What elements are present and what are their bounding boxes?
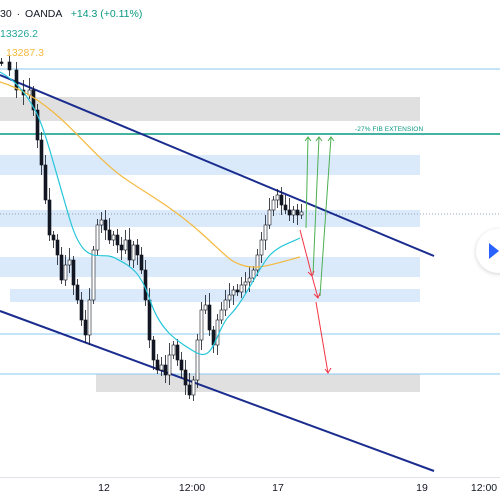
candle-body <box>14 69 19 91</box>
candle-body <box>171 344 176 356</box>
candle-body <box>39 139 44 166</box>
candle-body <box>227 294 232 301</box>
candle-body <box>235 289 240 293</box>
candle-body <box>155 359 160 371</box>
blue-zone-3 <box>0 257 420 277</box>
candle-body <box>279 194 284 206</box>
candle-body <box>59 254 64 281</box>
candle-body <box>135 244 140 256</box>
candle-body <box>287 209 292 216</box>
candle-body <box>275 194 280 201</box>
candle-body <box>71 259 76 286</box>
candle-body <box>51 234 56 241</box>
symbol-fragment: 30 <box>0 8 12 20</box>
candle-body <box>159 364 164 371</box>
candle-body <box>283 204 288 211</box>
arrow-down-group <box>299 229 332 374</box>
blue-zone-4 <box>10 289 420 302</box>
candle-body <box>195 339 200 381</box>
candle-body <box>119 244 124 251</box>
candle-body <box>263 224 268 241</box>
candle-body <box>67 259 72 266</box>
candle-body <box>251 269 256 279</box>
candle-body <box>295 209 300 216</box>
play-icon <box>489 243 499 259</box>
candle-body <box>207 304 212 331</box>
candle-body <box>291 209 296 216</box>
candle-body <box>267 209 272 226</box>
ma-slow-value: 13287.3 <box>6 47 44 59</box>
candle-body <box>203 304 208 311</box>
candle-body <box>43 164 48 201</box>
candle-body <box>179 359 184 371</box>
candle-body <box>191 379 196 396</box>
price-change: +14.3 (+0.11%) <box>70 8 143 20</box>
candle-body <box>91 249 96 301</box>
ma-fast-line <box>0 71 301 355</box>
candle-body <box>187 384 192 396</box>
channel-upper[interactable] <box>0 74 435 257</box>
candle-body <box>127 239 132 261</box>
candle-body <box>0 61 4 64</box>
candle-body <box>103 219 108 231</box>
candle-body <box>259 239 264 256</box>
fib-extension-label: -27% FIB EXTENSION <box>355 126 424 133</box>
time-tick: 19 <box>416 482 428 494</box>
candle-body <box>243 281 248 286</box>
candle-body <box>75 284 80 301</box>
candle-body <box>7 61 12 71</box>
time-tick: 12 <box>98 482 110 494</box>
time-axis <box>0 477 500 478</box>
time-tick: 12:00 <box>470 482 498 494</box>
candle-body <box>115 234 120 246</box>
candle-body <box>151 339 156 361</box>
candle-body <box>95 224 100 251</box>
candle-body <box>223 299 228 311</box>
candle-body <box>47 199 52 236</box>
candle-body <box>199 309 204 341</box>
candle-body <box>31 89 36 111</box>
time-tick: 12:00 <box>178 482 206 494</box>
symbol-header: 30 · OANDA +14.3 (+0.11%) <box>0 8 142 24</box>
candle-body <box>239 284 244 293</box>
candle-body <box>83 319 88 336</box>
header-separator: · <box>16 8 21 20</box>
candle-body <box>131 244 136 261</box>
ma-fast-value: 13326.2 <box>0 28 38 40</box>
candle-body <box>247 277 252 283</box>
candle-body <box>147 299 152 341</box>
candle-body <box>255 254 260 271</box>
candle-body <box>139 254 144 271</box>
support-zone-gray <box>96 374 420 392</box>
candle-body <box>175 344 180 361</box>
candle-body <box>183 369 188 386</box>
candle-body <box>99 219 104 226</box>
time-tick: 17 <box>272 482 284 494</box>
candle-body <box>79 299 84 321</box>
candle-body <box>63 264 68 281</box>
candle-body <box>111 234 116 241</box>
blue-zone-1 <box>0 155 420 175</box>
arrow-up-group <box>304 136 335 297</box>
candle-body <box>87 299 92 336</box>
ma-slow-line <box>0 81 301 268</box>
broker-name: OANDA <box>25 8 62 20</box>
candle-body <box>299 211 304 216</box>
candle-body <box>231 289 236 296</box>
resistance-zone <box>0 97 420 121</box>
candle-body <box>123 239 128 251</box>
candle-body <box>35 109 40 141</box>
candle-body <box>219 309 224 321</box>
candle-body <box>107 229 112 241</box>
candle-body <box>271 199 276 211</box>
candle-body <box>163 364 168 376</box>
channel-lower[interactable] <box>0 310 435 472</box>
candle-body <box>167 354 172 376</box>
candle-body <box>215 319 220 346</box>
candle-body <box>55 239 60 256</box>
